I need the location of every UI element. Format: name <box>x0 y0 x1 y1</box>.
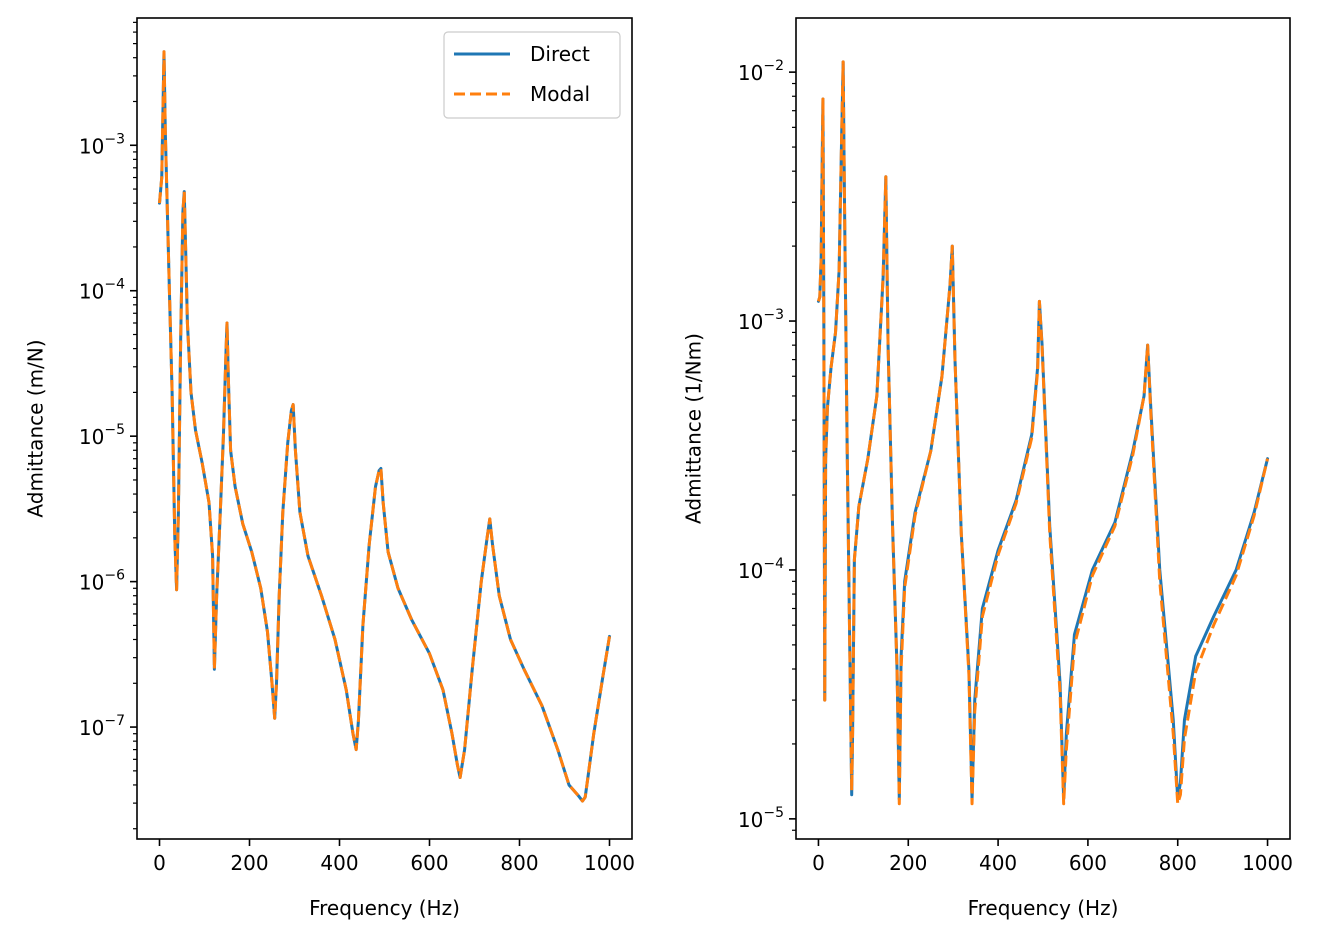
legend: Direct Modal <box>443 31 621 119</box>
x-tick-label: 0 <box>153 851 166 875</box>
x-tick-label: 1000 <box>1242 851 1293 875</box>
y-tick-label: 10−7 <box>79 713 125 740</box>
y-tick-label: 10−5 <box>79 422 125 449</box>
y-tick-label: 10−6 <box>79 568 125 595</box>
x-tick-label: 800 <box>1159 851 1197 875</box>
x-tick-label: 200 <box>230 851 268 875</box>
axes-frame <box>795 17 1291 840</box>
x-axis-label: Frequency (Hz) <box>968 896 1119 920</box>
y-tick-label: 10−4 <box>738 556 784 583</box>
plot-area <box>158 50 611 803</box>
y-axis-label: Admittance (1/Nm) <box>682 333 706 524</box>
x-tick-label: 400 <box>979 851 1017 875</box>
x-tick-label: 200 <box>889 851 927 875</box>
x-tick-label: 800 <box>500 851 538 875</box>
right-subplot: 0 200 400 600 800 1000 10−5 10−4 10−3 10−2 Frequen… <box>682 17 1293 920</box>
y-tick-label: 10−3 <box>738 307 784 334</box>
x-tick-label: 600 <box>410 851 448 875</box>
legend-label-direct: Direct <box>530 42 590 66</box>
y-tick-label: 10−4 <box>79 277 125 304</box>
y-tick-label: 10−2 <box>738 58 784 85</box>
x-tick-label: 1000 <box>584 851 635 875</box>
y-tick-label: 10−3 <box>79 131 125 158</box>
legend-label-modal: Modal <box>530 82 590 106</box>
series-line-direct <box>816 60 1270 801</box>
left-subplot: 0 200 400 600 800 1000 10−7 10−6 10−5 10−4 10−3 Fre… <box>24 17 635 920</box>
y-axis-label: Admittance (m/N) <box>24 339 48 517</box>
series-line-direct <box>158 50 611 803</box>
x-tick-label: 600 <box>1069 851 1107 875</box>
series-line-modal <box>817 60 1270 806</box>
y-tick-label: 10−5 <box>738 805 784 832</box>
axes-frame <box>136 17 633 840</box>
series-line-modal <box>158 50 611 803</box>
x-tick-label: 0 <box>812 851 825 875</box>
plot-area <box>816 60 1270 806</box>
x-axis-label: Frequency (Hz) <box>309 896 460 920</box>
x-tick-label: 400 <box>320 851 358 875</box>
